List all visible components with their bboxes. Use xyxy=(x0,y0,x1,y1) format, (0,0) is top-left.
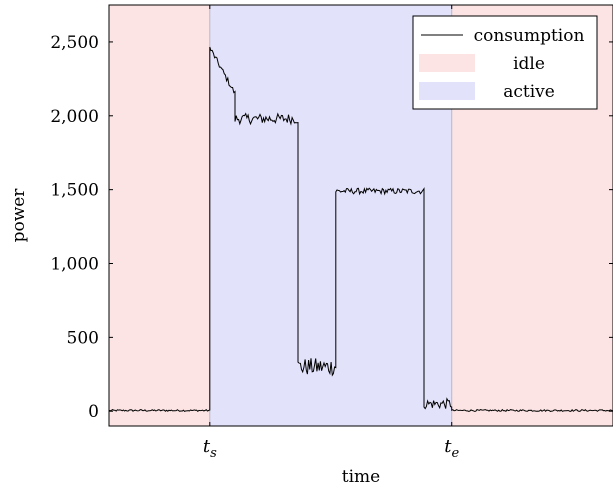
plot-frame xyxy=(108,4,613,427)
x-tick-label-ts: ts xyxy=(203,436,217,461)
y-tick-label: 500 xyxy=(67,328,99,348)
series-line-consumption xyxy=(108,46,613,413)
legend-label-active: active xyxy=(503,82,555,102)
region-idle-0 xyxy=(109,5,210,426)
series-group xyxy=(108,46,613,413)
legend-label-idle: idle xyxy=(513,54,545,74)
legend-label-consumption: consumption xyxy=(474,26,585,46)
legend-swatch-idle xyxy=(419,54,475,72)
legend-swatch-active xyxy=(419,82,475,100)
x-axis-ticks: ts te xyxy=(203,5,459,461)
y-tick-label: 1,500 xyxy=(50,181,99,201)
y-tick-label: 0 xyxy=(88,402,99,422)
y-tick-label: 2,500 xyxy=(50,33,99,53)
y-axis-ticks: 0 500 1,000 1,500 2,000 2,500 xyxy=(50,33,613,422)
x-tick-label-te: te xyxy=(444,436,459,461)
legend: consumption idle active xyxy=(412,15,598,110)
region-active-1 xyxy=(209,5,452,426)
x-axis-title: time xyxy=(342,467,380,486)
y-tick-label: 2,000 xyxy=(50,107,99,127)
y-axis-title: power xyxy=(9,188,29,243)
y-tick-label: 1,000 xyxy=(50,255,99,275)
